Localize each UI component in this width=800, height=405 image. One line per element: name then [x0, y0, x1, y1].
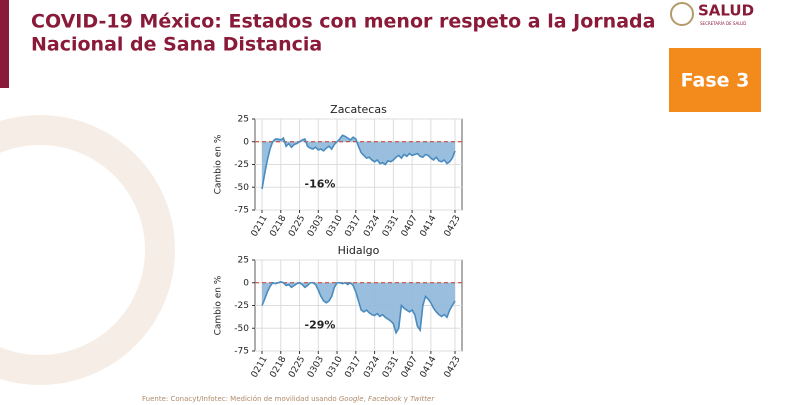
chart-title: Hidalgo — [338, 244, 380, 257]
y-tick-label: -50 — [234, 324, 249, 334]
title: COVID-19 México: Estados con menor respe… — [31, 11, 655, 33]
x-tick-label: 0407 — [400, 355, 420, 380]
x-tick-label: 0331 — [381, 355, 401, 380]
footer-part: , — [364, 395, 368, 403]
x-tick-label: 0317 — [343, 355, 363, 380]
side-bar — [0, 0, 9, 88]
footer-part: Fuente: Conacyt/Infotec: Medición de mov… — [142, 395, 339, 403]
logo: SALUD — [698, 2, 754, 20]
x-tick-label: 0414 — [419, 355, 439, 380]
x-tick-label: 0324 — [362, 214, 382, 239]
y-tick-label: -75 — [234, 347, 249, 357]
y-tick-label: 0 — [243, 278, 249, 288]
x-tick-label: 0310 — [325, 214, 345, 239]
line — [261, 134, 456, 190]
y-tick-label: -50 — [234, 183, 249, 193]
title: Nacional de Sana Distancia — [31, 34, 322, 56]
x-tick-label: 0317 — [343, 214, 363, 239]
annotation: -29% — [305, 319, 336, 332]
y-tick-label: 0 — [243, 137, 249, 147]
y-axis-label: Cambio en % — [214, 134, 224, 194]
badge: Fase 3 — [681, 70, 750, 92]
y-axis-label: Cambio en % — [214, 275, 224, 335]
y-tick-label: -75 — [234, 206, 249, 216]
footer-part: Facebook — [368, 395, 402, 403]
y-tick-label: -25 — [234, 160, 249, 170]
x-tick-label: 0303 — [306, 214, 326, 239]
y-tick-label: 25 — [238, 115, 249, 125]
logo-emblem — [670, 2, 694, 26]
x-tick-label: 0331 — [381, 214, 401, 239]
x-tick-label: 0303 — [306, 355, 326, 380]
area — [262, 281, 455, 333]
annotation: -16% — [305, 178, 336, 191]
area — [262, 135, 455, 190]
footer-part: y — [402, 395, 411, 403]
y-tick-label: -25 — [234, 301, 249, 311]
x-tick-label: 0324 — [362, 355, 382, 380]
x-tick-label: 0407 — [400, 214, 420, 239]
chart-title: Zacatecas — [330, 103, 387, 116]
footer-part: Google — [339, 395, 364, 403]
logo-sub: SECRETARÍA DE SALUD — [700, 21, 746, 26]
x-tick-label: 0225 — [287, 355, 307, 380]
x-tick-label: 0218 — [268, 355, 288, 380]
badge-box — [669, 48, 761, 112]
x-tick-label: 0423 — [443, 355, 463, 380]
x-tick-label: 0225 — [287, 214, 307, 239]
x-tick-label: 0310 — [325, 355, 345, 380]
x-tick-label: 0218 — [268, 214, 288, 239]
x-tick-label: 0423 — [443, 214, 463, 239]
y-tick-label: 25 — [238, 256, 249, 266]
footer: Fuente: Conacyt/Infotec: Medición de mov… — [142, 395, 435, 403]
x-tick-label: 0211 — [250, 214, 270, 239]
x-tick-label: 0414 — [419, 214, 439, 239]
line — [261, 280, 456, 335]
footer-part: Twitter — [410, 395, 435, 403]
bg-ornament — [0, 115, 175, 385]
x-tick-label: 0211 — [250, 355, 270, 380]
